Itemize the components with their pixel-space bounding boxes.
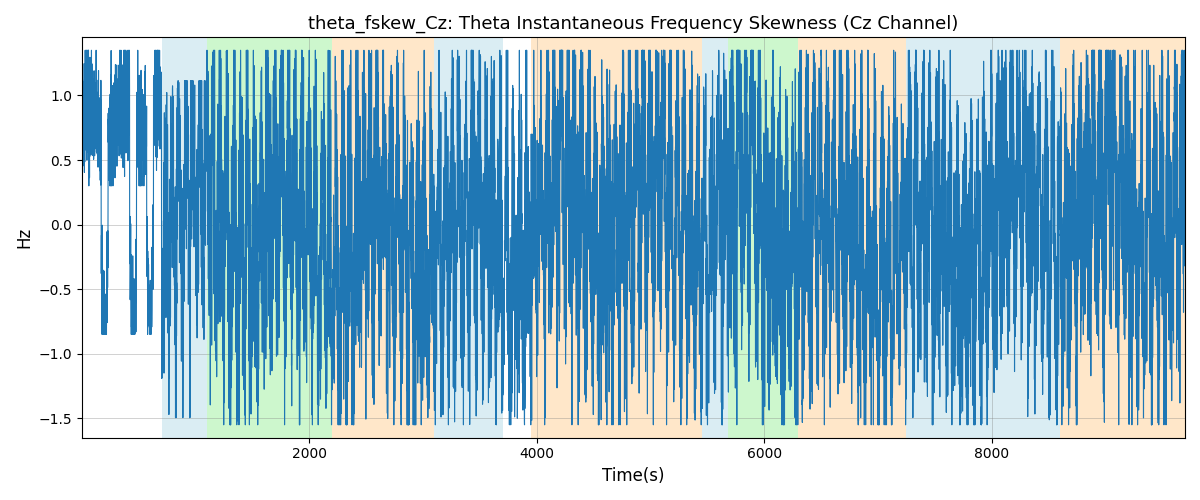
Title: theta_fskew_Cz: Theta Instantaneous Frequency Skewness (Cz Channel): theta_fskew_Cz: Theta Instantaneous Freq…: [308, 15, 959, 34]
Bar: [728, 38, 798, 438]
Bar: [332, 38, 434, 438]
Bar: [798, 38, 906, 438]
Bar: [702, 38, 728, 438]
Bar: [532, 38, 702, 438]
X-axis label: Time(s): Time(s): [602, 467, 665, 485]
Bar: [206, 38, 332, 438]
Y-axis label: Hz: Hz: [14, 227, 32, 248]
Bar: [906, 38, 1060, 438]
Bar: [162, 38, 206, 438]
Bar: [434, 38, 503, 438]
Bar: [1060, 38, 1186, 438]
